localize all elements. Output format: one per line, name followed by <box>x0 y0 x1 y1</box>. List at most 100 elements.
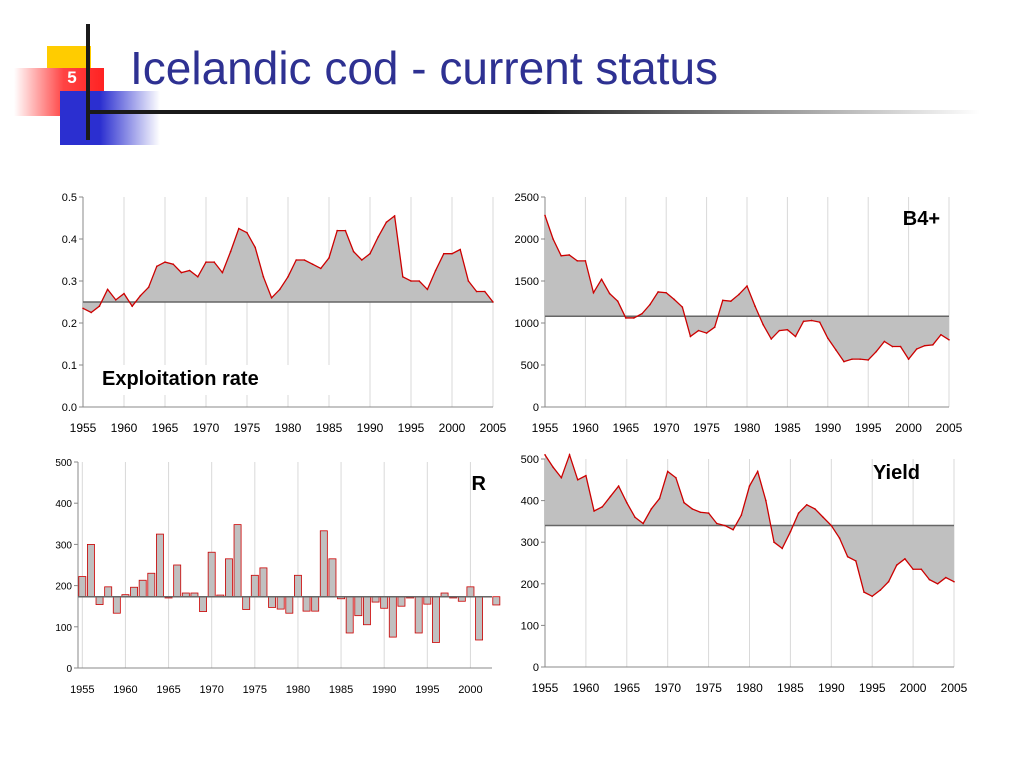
data-point <box>634 516 636 519</box>
data-point <box>781 547 784 550</box>
y-tick-label: 100 <box>55 623 72 634</box>
data-point <box>797 512 800 514</box>
y-tick-label: 400 <box>55 499 72 510</box>
x-tick-label: 1960 <box>111 421 138 435</box>
exploitation-rate-chart: 0.0 0.1 0.2 0.3 0.4 0.5 1955 1960 1965 1970 1975 19… <box>62 192 507 435</box>
data-point <box>730 300 732 302</box>
bar <box>345 596 354 634</box>
data-point <box>467 280 470 282</box>
bar <box>233 524 242 598</box>
data-point <box>213 261 215 263</box>
x-tick-label: 1975 <box>243 684 267 696</box>
data-point <box>650 508 653 510</box>
bar <box>130 586 138 598</box>
x-tick-label: 1975 <box>695 681 722 695</box>
y-tick-label: 0.5 <box>62 192 77 204</box>
data-point <box>560 476 563 479</box>
data-point <box>475 290 478 293</box>
x-tick-label: 1995 <box>398 421 425 435</box>
x-tick-label: 1965 <box>613 681 640 695</box>
x-tick-label: 1960 <box>573 681 600 695</box>
y-tick-label: 200 <box>521 579 539 591</box>
x-tick-label: 1975 <box>234 421 261 435</box>
data-point <box>303 259 306 261</box>
data-point <box>948 339 950 341</box>
x-tick-label: 1990 <box>814 421 841 435</box>
x-tick-label: 1985 <box>774 421 801 435</box>
data-point <box>936 583 939 585</box>
data-point <box>82 307 84 310</box>
x-tick-label: 1980 <box>286 684 310 696</box>
data-point <box>786 328 789 331</box>
data-point <box>633 317 635 319</box>
data-point <box>657 291 659 293</box>
data-point <box>920 568 923 571</box>
x-tick-label: 1970 <box>654 681 681 695</box>
recruitment-chart: 0 100 200 300 400 500 1955 1960 1965 1970 1975 1980… <box>55 458 501 696</box>
y-tick-label: 200 <box>55 582 72 593</box>
x-tick-label: 1980 <box>275 421 302 435</box>
data-point <box>666 470 669 473</box>
data-point <box>675 476 677 479</box>
data-point <box>691 508 694 510</box>
y-tick-label: 0.3 <box>62 276 77 288</box>
y-tick-label: 1000 <box>515 318 539 330</box>
x-tick-label: 1990 <box>818 681 845 695</box>
series-fill <box>83 215 493 313</box>
data-point <box>106 288 109 291</box>
data-point <box>115 299 117 301</box>
x-tick-label: 1970 <box>653 421 680 435</box>
data-point <box>147 286 150 289</box>
data-point <box>883 340 886 343</box>
data-point <box>843 360 845 363</box>
data-point <box>748 485 751 487</box>
data-point <box>689 335 692 338</box>
data-point <box>642 522 644 525</box>
y-tick-label: 0.4 <box>62 234 77 246</box>
slide-number: 5 <box>67 68 77 87</box>
data-point <box>560 255 562 257</box>
data-point <box>295 259 297 261</box>
data-point <box>197 276 199 278</box>
panel-label: Exploitation rate <box>102 368 259 390</box>
y-tick-label: 500 <box>521 360 539 372</box>
bar <box>354 596 363 617</box>
y-tick-label: 0.2 <box>62 318 77 330</box>
bar <box>492 596 501 606</box>
data-point <box>131 305 133 307</box>
data-point <box>699 511 702 514</box>
x-tick-label: 1985 <box>777 681 804 695</box>
bar <box>311 596 320 612</box>
data-point <box>746 285 748 287</box>
data-point <box>626 501 628 504</box>
data-point <box>336 229 339 232</box>
bar <box>276 596 285 610</box>
data-point <box>361 259 363 261</box>
y-tick-label: 0.1 <box>62 360 77 372</box>
data-point <box>164 261 166 263</box>
data-point <box>180 271 183 274</box>
data-point <box>705 332 708 334</box>
data-point <box>953 580 955 583</box>
x-tick-label: 2005 <box>941 681 968 695</box>
data-point <box>492 301 494 303</box>
bar <box>259 567 268 598</box>
data-point <box>600 278 603 281</box>
x-tick-label: 1965 <box>152 421 179 435</box>
data-point <box>385 221 388 223</box>
data-point <box>683 501 685 504</box>
data-point <box>822 516 824 519</box>
data-point <box>593 510 595 512</box>
data-point <box>665 291 667 294</box>
x-tick-label: 2000 <box>900 681 927 695</box>
data-point <box>98 305 101 307</box>
header-vertical-line <box>86 24 90 140</box>
data-point <box>254 246 256 249</box>
data-point <box>863 591 865 593</box>
data-point <box>377 236 380 238</box>
x-tick-label: 1990 <box>357 421 384 435</box>
data-point <box>912 568 914 571</box>
data-point <box>625 317 627 319</box>
data-point <box>721 299 724 302</box>
bar <box>319 530 328 598</box>
